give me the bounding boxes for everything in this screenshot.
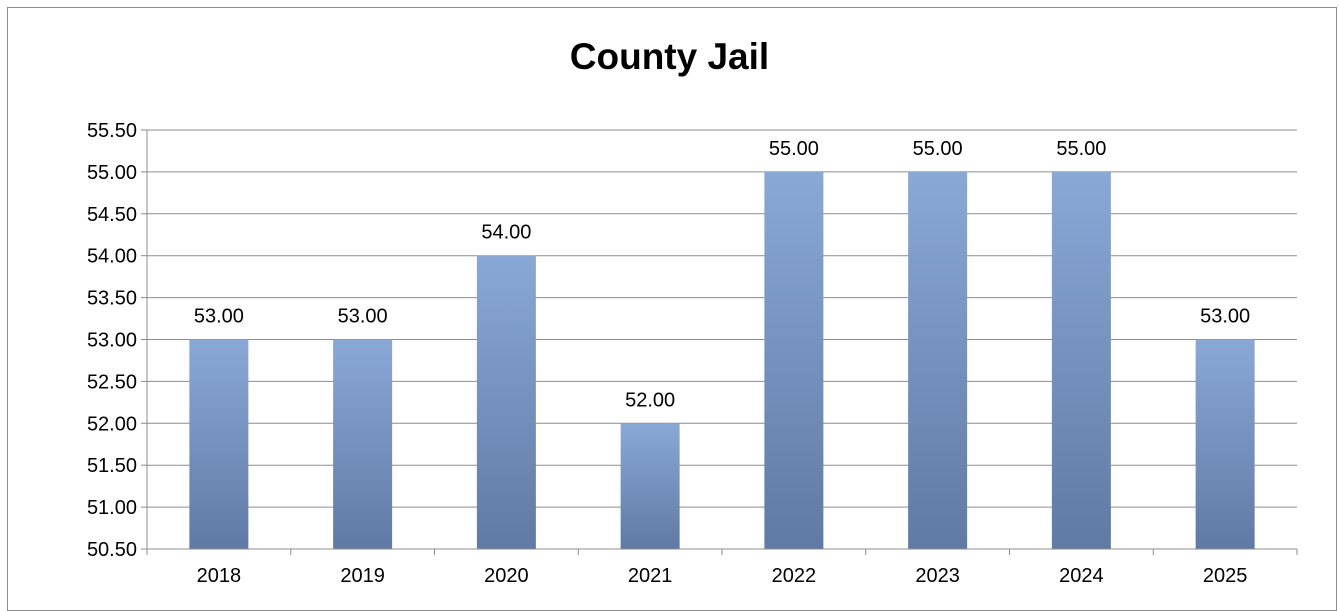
x-tick-label: 2019 [340, 565, 385, 587]
x-tick-label: 2025 [1203, 565, 1248, 587]
grid-lines [147, 129, 1297, 508]
bar [620, 423, 680, 549]
y-tick-label: 54.00 [87, 246, 137, 268]
y-tick-labels: 50.50 51.00 51.50 52.00 52.50 53.00 53.50 54.00… [87, 120, 137, 561]
y-tick-label: 53.00 [87, 330, 137, 352]
data-label: 55.00 [1056, 138, 1106, 160]
bar [908, 171, 968, 549]
y-tick-label: 50.50 [87, 539, 137, 561]
data-label: 52.00 [625, 389, 675, 411]
data-label: 54.00 [481, 222, 531, 244]
bars [189, 171, 1255, 549]
bar [1195, 339, 1255, 549]
data-label: 53.00 [194, 306, 244, 328]
axes [141, 129, 1298, 555]
bar [189, 339, 249, 549]
x-tick-label: 2018 [197, 565, 242, 587]
y-tick-label: 51.50 [87, 455, 137, 477]
y-tick-label: 53.50 [87, 288, 137, 310]
x-tick-labels: 2018 2019 2020 2021 2022 2023 2024 2025 [197, 565, 1248, 587]
bar [333, 339, 393, 549]
chart-title: County Jail [569, 36, 770, 77]
y-tick-label: 52.00 [87, 413, 137, 435]
y-tick-label: 51.00 [87, 497, 137, 519]
x-tick-label: 2023 [915, 565, 960, 587]
data-label: 55.00 [769, 138, 819, 160]
y-tick-label: 55.00 [87, 162, 137, 184]
x-tick-label: 2024 [1059, 565, 1104, 587]
y-tick-label: 54.50 [87, 204, 137, 226]
data-label: 53.00 [1200, 306, 1250, 328]
x-tick-label: 2021 [628, 565, 673, 587]
x-tick-label: 2020 [484, 565, 529, 587]
bar [476, 255, 536, 549]
x-tick-label: 2022 [772, 565, 817, 587]
y-tick-label: 52.50 [87, 371, 137, 393]
data-labels: 53.00 53.00 54.00 52.00 55.00 55.00 55.00 53.00 [194, 138, 1250, 411]
data-label: 55.00 [913, 138, 963, 160]
data-label: 53.00 [338, 306, 388, 328]
bar [764, 171, 824, 549]
y-tick-label: 55.50 [87, 120, 137, 142]
bar [1051, 171, 1111, 549]
